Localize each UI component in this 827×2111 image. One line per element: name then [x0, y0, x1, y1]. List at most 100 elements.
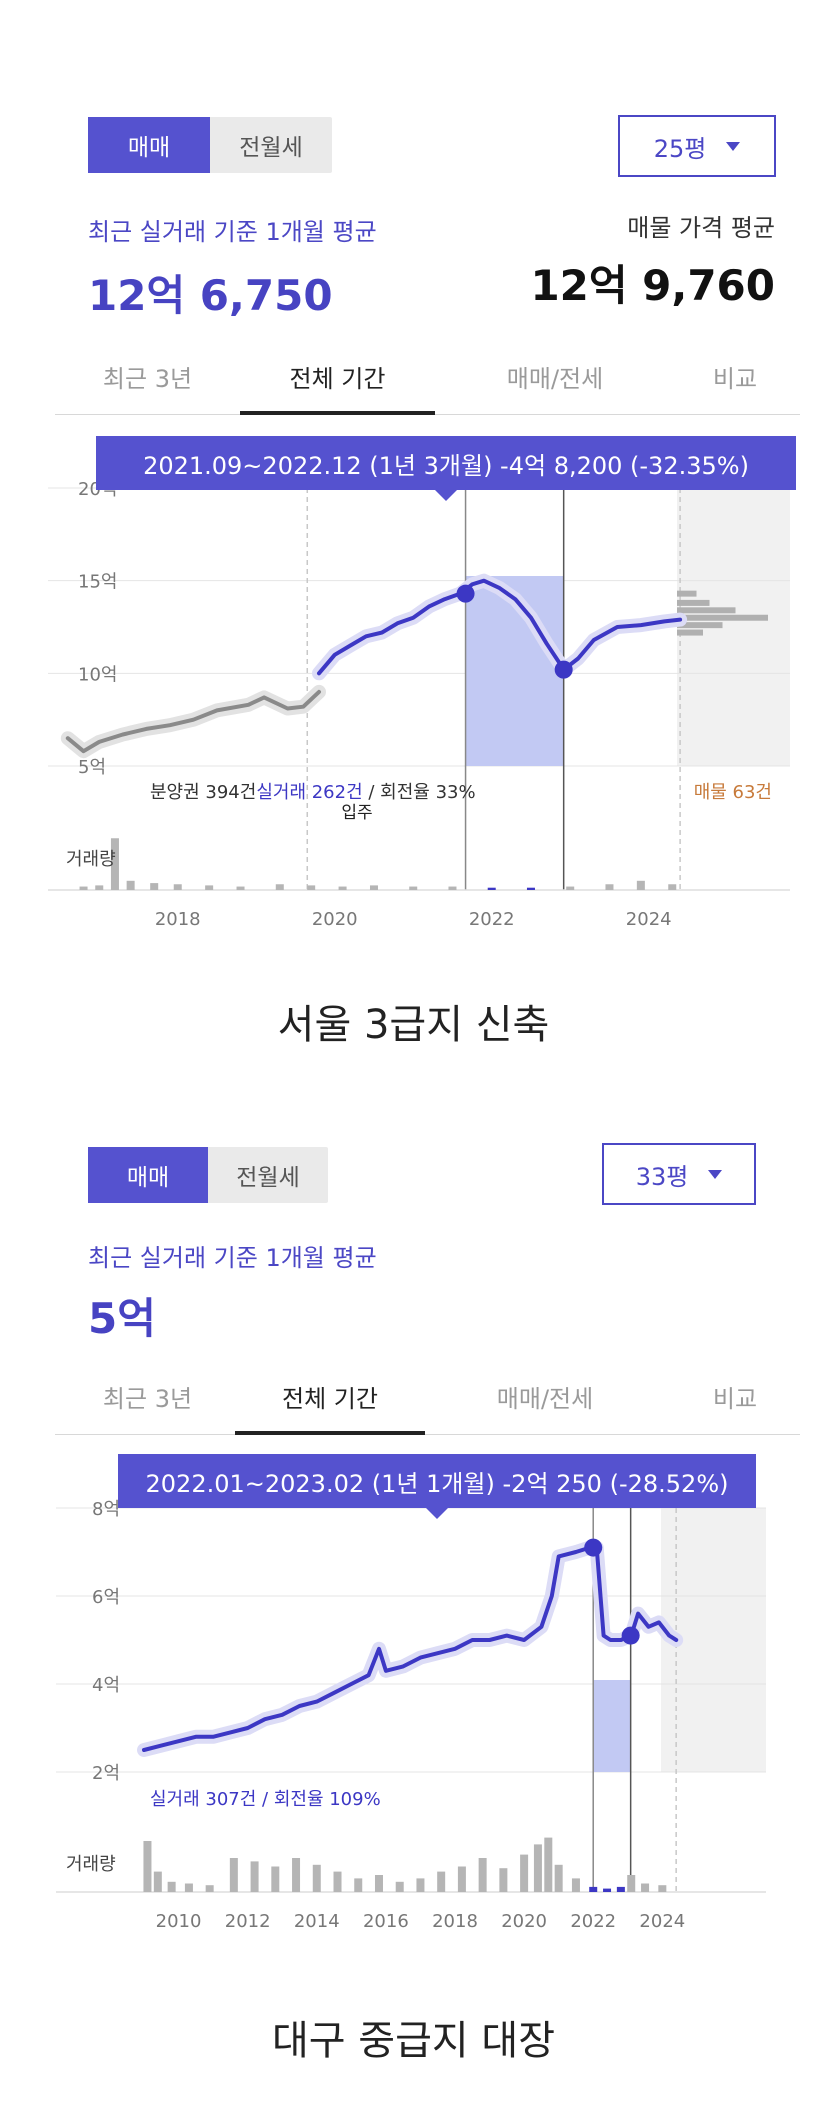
- volume-bar: [544, 1837, 553, 1892]
- range-start-point: [456, 584, 475, 603]
- volume-bar: [457, 1866, 466, 1892]
- listing-price-label: 매물 가격 평균: [627, 214, 775, 242]
- x-tick-label: 2022: [469, 909, 515, 930]
- volume-bar: [395, 1881, 404, 1892]
- y-tick-label: 5억: [78, 757, 106, 778]
- period-tabs: 최근 3년 전체 기간 매매/전세 비교: [55, 1358, 800, 1435]
- volume-bar: [641, 1883, 650, 1892]
- trade-type-toggle: 매매 전월세: [88, 1147, 328, 1203]
- volume-bar: [520, 1854, 529, 1892]
- x-tick-label: 2024: [639, 1911, 685, 1932]
- x-tick-label: 2010: [156, 1911, 202, 1932]
- tab-sale[interactable]: 매매: [88, 1147, 208, 1203]
- volume-bar: [627, 1875, 636, 1892]
- volume-bar: [173, 884, 182, 890]
- listing-distribution-bar: [677, 590, 697, 597]
- x-tick-label: 2016: [363, 1911, 409, 1932]
- volume-bar: [205, 1885, 214, 1892]
- volume-bar: [333, 1871, 342, 1892]
- presale-price-line: [65, 689, 321, 754]
- range-tooltip: 2022.01~2023.02 (1년 1개월) -2억 250 (-28.52…: [118, 1454, 756, 1519]
- tab-sale-jeonse[interactable]: 매매/전세: [496, 1384, 594, 1413]
- tab-recent-3y[interactable]: 최근 3년: [102, 1384, 193, 1413]
- tab-all-period[interactable]: 전체 기간: [235, 1358, 425, 1435]
- y-tick-label: 4억: [92, 1675, 120, 1696]
- chart-caption: 대구 중급지 대장: [271, 2018, 556, 2064]
- tab-compare[interactable]: 비교: [712, 364, 758, 393]
- x-tick-label: 2022: [570, 1911, 616, 1932]
- pyeong-select[interactable]: 33평: [602, 1143, 756, 1205]
- tab-sale-jeonse[interactable]: 매매/전세: [506, 364, 604, 393]
- volume-bar: [126, 880, 135, 890]
- highlight-range: [593, 1680, 631, 1772]
- trade-price-line: [142, 1545, 679, 1752]
- volume-bar: [571, 1878, 580, 1892]
- volume-bar: [184, 1883, 193, 1892]
- tab-sale[interactable]: 매매: [88, 117, 210, 173]
- volume-bar: [229, 1858, 238, 1892]
- volume-label: 거래량: [66, 1854, 116, 1875]
- volume-label: 거래량: [66, 849, 116, 870]
- x-tick-label: 2020: [312, 909, 358, 930]
- volume-bar: [487, 887, 496, 890]
- volume-bar: [275, 884, 284, 890]
- volume-bar: [603, 1888, 612, 1892]
- tab-recent-3y[interactable]: 최근 3년: [102, 364, 193, 393]
- x-tick-label: 2012: [225, 1911, 271, 1932]
- pyeong-select-value: 25평: [653, 134, 707, 163]
- volume-bar: [416, 1878, 425, 1892]
- x-tick-label: 2018: [155, 909, 201, 930]
- range-end-point: [554, 660, 573, 679]
- tab-jeonse[interactable]: 전월세: [239, 135, 303, 161]
- listing-count: 매물 63건: [694, 782, 772, 803]
- turnover-rate: / 회전율 33%: [363, 782, 476, 803]
- volume-bar: [668, 884, 677, 890]
- trade-count: 실거래 262건: [256, 782, 362, 803]
- period-tabs: 최근 3년 전체 기간 매매/전세 비교: [55, 338, 800, 415]
- x-tick-label: 2024: [626, 909, 672, 930]
- volume-bar: [307, 885, 316, 890]
- volume-bar: [354, 1878, 363, 1892]
- pyeong-select[interactable]: 25평: [618, 115, 776, 177]
- x-tick-label: 2014: [294, 1911, 340, 1932]
- y-tick-label: 2억: [92, 1763, 120, 1784]
- volume-bar: [95, 885, 104, 890]
- range-tooltip: 2021.09~2022.12 (1년 3개월) -4억 8,200 (-32.…: [96, 436, 796, 501]
- volume-bar: [437, 1871, 446, 1892]
- volume-bar: [589, 1886, 598, 1892]
- price-chart[interactable]: 5억10억15억20억거래량2018202020222024분양권 394건실거…: [0, 420, 827, 940]
- chart-caption: 서울 3급지 신축: [277, 1002, 550, 1048]
- trade-stats-text: 실거래 307건 / 회전율 109%: [150, 1789, 381, 1810]
- listing-price-value: 12억 9,760: [530, 261, 775, 310]
- avg-price-value: 5억: [88, 1294, 156, 1343]
- y-tick-label: 15억: [78, 572, 117, 593]
- volume-bar: [79, 886, 88, 890]
- presale-count: 분양권 394건: [150, 782, 256, 803]
- volume-bar: [153, 1871, 162, 1892]
- tab-jeonse[interactable]: 전월세: [236, 1165, 300, 1191]
- volume-bar: [312, 1864, 321, 1892]
- volume-bar: [338, 886, 347, 890]
- volume-bar: [478, 1858, 487, 1892]
- move-in-marker-label: 입주: [341, 803, 372, 823]
- chevron-down-icon: [726, 141, 741, 151]
- listing-distribution-bar: [677, 629, 703, 636]
- listing-distribution-bar: [677, 622, 723, 629]
- listing-distribution-bar: [677, 614, 768, 621]
- tab-all-period[interactable]: 전체 기간: [240, 338, 435, 415]
- volume-bar: [526, 887, 535, 890]
- volume-bar: [566, 886, 575, 890]
- volume-bar: [554, 1864, 563, 1892]
- tab-compare[interactable]: 비교: [712, 1384, 758, 1413]
- pyeong-select-value: 33평: [635, 1162, 689, 1191]
- avg-price-value: 12억 6,750: [88, 271, 333, 320]
- volume-bar: [250, 1861, 259, 1892]
- avg-price-label: 최근 실거래 기준 1개월 평균: [88, 1244, 377, 1272]
- volume-bar: [374, 1875, 383, 1892]
- trade-stats-text: 분양권 394건실거래 262건 / 회전율 33%: [150, 782, 476, 803]
- chevron-down-icon: [708, 1169, 723, 1179]
- range-end-point: [621, 1626, 640, 1645]
- trade-price-line: [317, 578, 683, 676]
- range-start-point: [584, 1538, 603, 1557]
